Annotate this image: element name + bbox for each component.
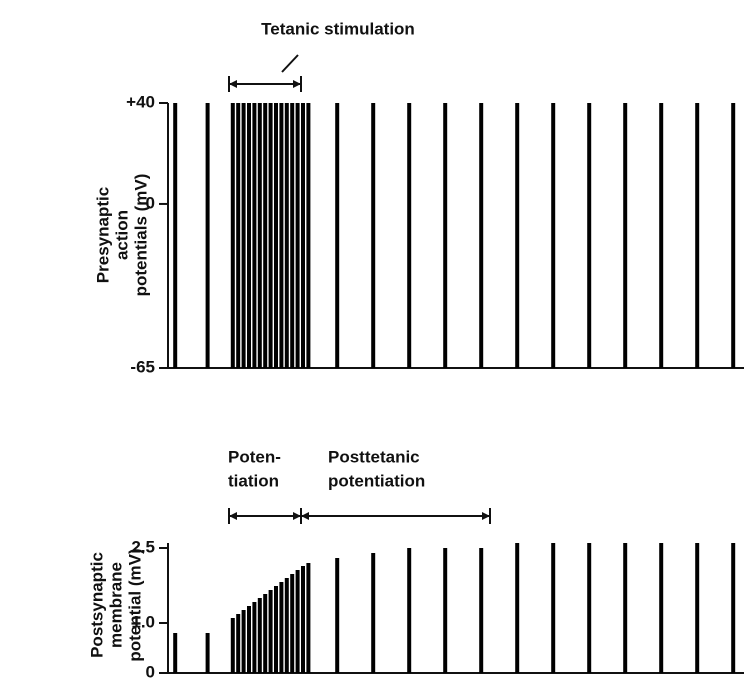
y-tick-label: +40 <box>126 92 155 111</box>
y-label-line: Presynaptic <box>93 187 112 283</box>
y-label-line: membrane <box>106 562 125 648</box>
annotation: Tetanic stimulation <box>261 19 415 38</box>
y-tick-label: 1.0 <box>131 612 155 631</box>
y-label: Postsynaptic membrane potential (mV) <box>87 548 144 661</box>
y-tick-label: 0 <box>146 193 155 212</box>
y-label-line: action <box>112 210 131 260</box>
y-label-line: potentials (mV) <box>131 174 150 297</box>
y-tick-label: 2.5 <box>131 537 155 556</box>
annotation: potentiation <box>328 471 425 490</box>
annotation: Posttetanic <box>328 447 420 466</box>
bracket <box>228 508 491 524</box>
bracket <box>228 76 302 92</box>
pointer <box>281 54 299 73</box>
annotation: Poten- <box>228 447 281 466</box>
y-tick-label: 0 <box>146 662 155 681</box>
y-label-line: Postsynaptic <box>87 552 106 658</box>
annotation: tiation <box>228 471 279 490</box>
y-label: Presynaptic action potentials (mV) <box>93 174 150 297</box>
y-tick-label: -65 <box>130 357 155 376</box>
y-label-line: potential (mV) <box>125 548 144 661</box>
